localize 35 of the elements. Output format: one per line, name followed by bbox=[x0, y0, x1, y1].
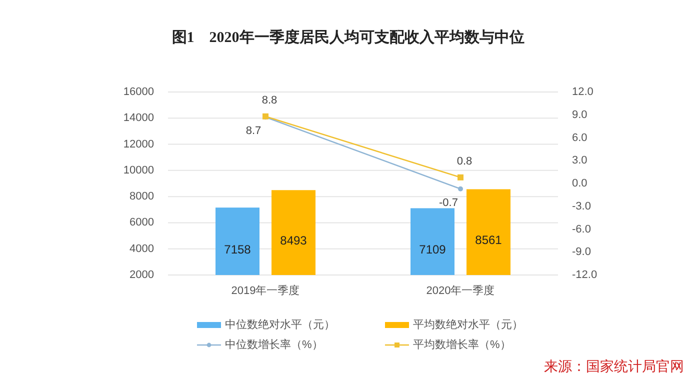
y2-tick-label: 9.0 bbox=[572, 108, 588, 121]
y-tick-label: 2000 bbox=[130, 269, 154, 281]
legend-label: 中位数增长率（%） bbox=[225, 338, 323, 351]
data-label: 8.7 bbox=[246, 125, 262, 138]
data-label: 8493 bbox=[280, 234, 308, 248]
y-tick-label: 14000 bbox=[123, 112, 154, 124]
x-tick-label: 2019年一季度 bbox=[231, 284, 300, 297]
legend-label: 平均数绝对水平（元） bbox=[413, 318, 523, 331]
data-label: 7109 bbox=[419, 242, 446, 257]
data-label: 8.8 bbox=[262, 94, 278, 106]
point bbox=[458, 186, 463, 192]
data-label: 0.8 bbox=[456, 155, 472, 168]
legend-label: 中位数绝对水平（元） bbox=[225, 318, 335, 331]
y2-tick-label: 6.0 bbox=[572, 132, 588, 144]
data-label: -0.7 bbox=[439, 196, 458, 209]
y-tick-label: 8000 bbox=[130, 190, 154, 203]
y2-tick-label: -3.0 bbox=[572, 200, 591, 212]
y2-tick-label: -12.0 bbox=[572, 269, 598, 281]
legend-label: 平均数增长率（%） bbox=[413, 338, 511, 351]
y-tick-label: 4000 bbox=[130, 242, 154, 255]
y-tick-label: 10000 bbox=[123, 164, 154, 176]
y2-tick-label: 3.0 bbox=[572, 154, 588, 167]
data-label: 7158 bbox=[224, 242, 252, 256]
y-tick-label: 6000 bbox=[130, 216, 154, 229]
data-label: 8561 bbox=[475, 233, 502, 248]
y-tick-label: 16000 bbox=[123, 86, 154, 98]
y-tick-label: 12000 bbox=[123, 138, 154, 150]
chart-title: 图1 2020年一季度居民人均可支配收入平均数与中位 bbox=[172, 28, 524, 46]
x-tick-label: 2020年一季度 bbox=[426, 284, 495, 297]
y2-tick-label: -9.0 bbox=[572, 246, 591, 258]
point bbox=[458, 174, 464, 180]
y2-tick-label: 0.0 bbox=[572, 178, 588, 190]
source-note: 来源：国家统计局官网 bbox=[544, 358, 684, 374]
y2-tick-label: 12.0 bbox=[572, 86, 594, 98]
y2-tick-label: -6.0 bbox=[572, 223, 591, 236]
